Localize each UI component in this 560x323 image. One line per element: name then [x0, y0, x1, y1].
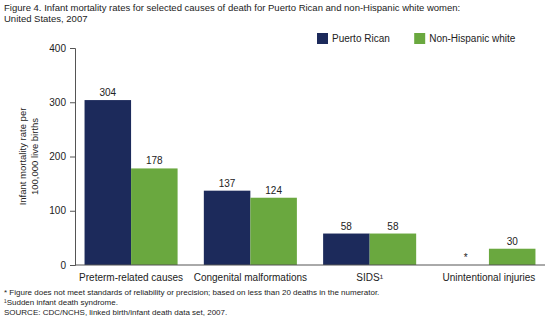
y-tick-mark [70, 265, 75, 266]
data-label: 30 [507, 236, 519, 247]
y-tick: 0 [60, 260, 75, 271]
data-labels: 304 137 58 * 178 124 58 30 [99, 87, 518, 263]
y-tick: 400 [49, 43, 75, 54]
bars [85, 100, 536, 265]
y-tick: 200 [49, 151, 75, 162]
chart: Figure 4. Infant mortality rates for sel… [0, 0, 560, 323]
x-axis: Preterm-related causes Congenital malform… [75, 265, 545, 283]
footnote: ¹Sudden infant death syndrome. [4, 298, 118, 307]
x-tick-label: SIDS¹ [356, 272, 383, 283]
title-line: Figure 4. Infant mortality rates for sel… [4, 2, 460, 13]
title-line: United States, 2007 [4, 13, 87, 24]
x-tick-label: Preterm-related causes [79, 272, 183, 283]
y-label-line: 100,000 live births [29, 118, 40, 195]
data-label: 124 [265, 185, 282, 196]
y-tick-mark [70, 211, 75, 212]
footnote: * Figure does not meet standards of reli… [4, 288, 379, 297]
bar [370, 234, 417, 265]
data-label: 137 [219, 178, 236, 189]
y-tick-mark [70, 157, 75, 158]
x-tick: Unintentional injuries [443, 265, 536, 283]
bar [323, 234, 370, 265]
legend-swatch [414, 33, 425, 44]
y-tick-mark [70, 102, 75, 103]
x-axis-line [75, 265, 545, 266]
data-label: 178 [146, 155, 163, 166]
x-tick: Preterm-related causes [79, 265, 183, 283]
data-label: 58 [341, 221, 353, 232]
y-tick-label: 300 [49, 97, 66, 108]
bar [131, 168, 178, 265]
y-tick: 300 [49, 97, 75, 108]
x-tick: SIDS¹ [356, 265, 383, 283]
legend-label: Non-Hispanic white [429, 33, 516, 44]
bar [204, 191, 251, 265]
y-tick-label: 200 [49, 151, 66, 162]
legend-swatch [317, 33, 328, 44]
data-label: 58 [387, 221, 399, 232]
y-tick-mark [70, 48, 75, 49]
footnote: SOURCE: CDC/NCHS, linked birth/infant de… [4, 308, 227, 317]
title: Figure 4. Infant mortality rates for sel… [4, 2, 460, 24]
legend-label: Puerto Rican [332, 33, 390, 44]
x-tick: Congenital malformations [194, 265, 307, 283]
y-axis-line [70, 49, 76, 266]
y-tick-label: 400 [49, 43, 66, 54]
x-tick-label: Congenital malformations [194, 272, 307, 283]
y-tick: 100 [49, 205, 75, 216]
data-label: * [464, 252, 468, 263]
footnotes: * Figure does not meet standards of reli… [4, 288, 379, 317]
bar [489, 249, 536, 265]
y-tick-label: 0 [60, 260, 66, 271]
y-label: Infant mortality rate per100,000 live bi… [17, 108, 40, 206]
bar [85, 100, 132, 265]
x-tick-label: Unintentional injuries [443, 272, 536, 283]
bar [250, 198, 297, 265]
legend: Puerto Rican Non-Hispanic white [317, 33, 516, 44]
y-label-line: Infant mortality rate per [17, 108, 28, 206]
data-label: 304 [99, 87, 116, 98]
y-tick-label: 100 [49, 205, 66, 216]
y-axis: 0 100 200 300 400 [49, 43, 75, 271]
